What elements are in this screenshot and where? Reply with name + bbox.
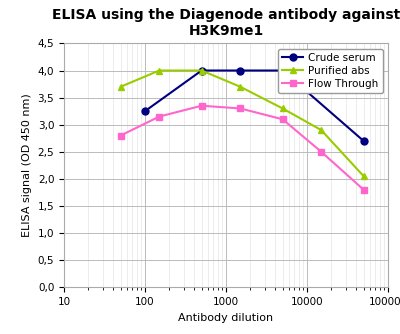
Line: Purified abs: Purified abs xyxy=(117,67,367,180)
X-axis label: Antibody dilution: Antibody dilution xyxy=(178,313,274,323)
Y-axis label: ELISA signal (OD 450 nm): ELISA signal (OD 450 nm) xyxy=(22,94,32,237)
Purified abs xyxy=(361,174,366,178)
Flow Through xyxy=(280,117,285,121)
Flow Through xyxy=(199,104,204,108)
Purified abs xyxy=(319,128,324,132)
Flow Through xyxy=(361,188,366,192)
Crude serum xyxy=(238,68,243,72)
Purified abs xyxy=(118,85,123,89)
Flow Through xyxy=(238,107,243,111)
Purified abs xyxy=(280,107,285,111)
Line: Crude serum: Crude serum xyxy=(142,67,367,144)
Flow Through xyxy=(157,115,162,119)
Purified abs xyxy=(157,68,162,72)
Purified abs xyxy=(199,68,204,72)
Flow Through xyxy=(319,150,324,154)
Title: ELISA using the Diagenode antibody against
H3K9me1: ELISA using the Diagenode antibody again… xyxy=(52,8,400,38)
Crude serum xyxy=(142,109,147,113)
Purified abs xyxy=(238,85,243,89)
Legend: Crude serum, Purified abs, Flow Through: Crude serum, Purified abs, Flow Through xyxy=(278,49,383,93)
Crude serum xyxy=(199,68,204,72)
Crude serum xyxy=(280,68,285,72)
Crude serum xyxy=(361,139,366,143)
Flow Through xyxy=(118,134,123,138)
Line: Flow Through: Flow Through xyxy=(117,102,367,193)
